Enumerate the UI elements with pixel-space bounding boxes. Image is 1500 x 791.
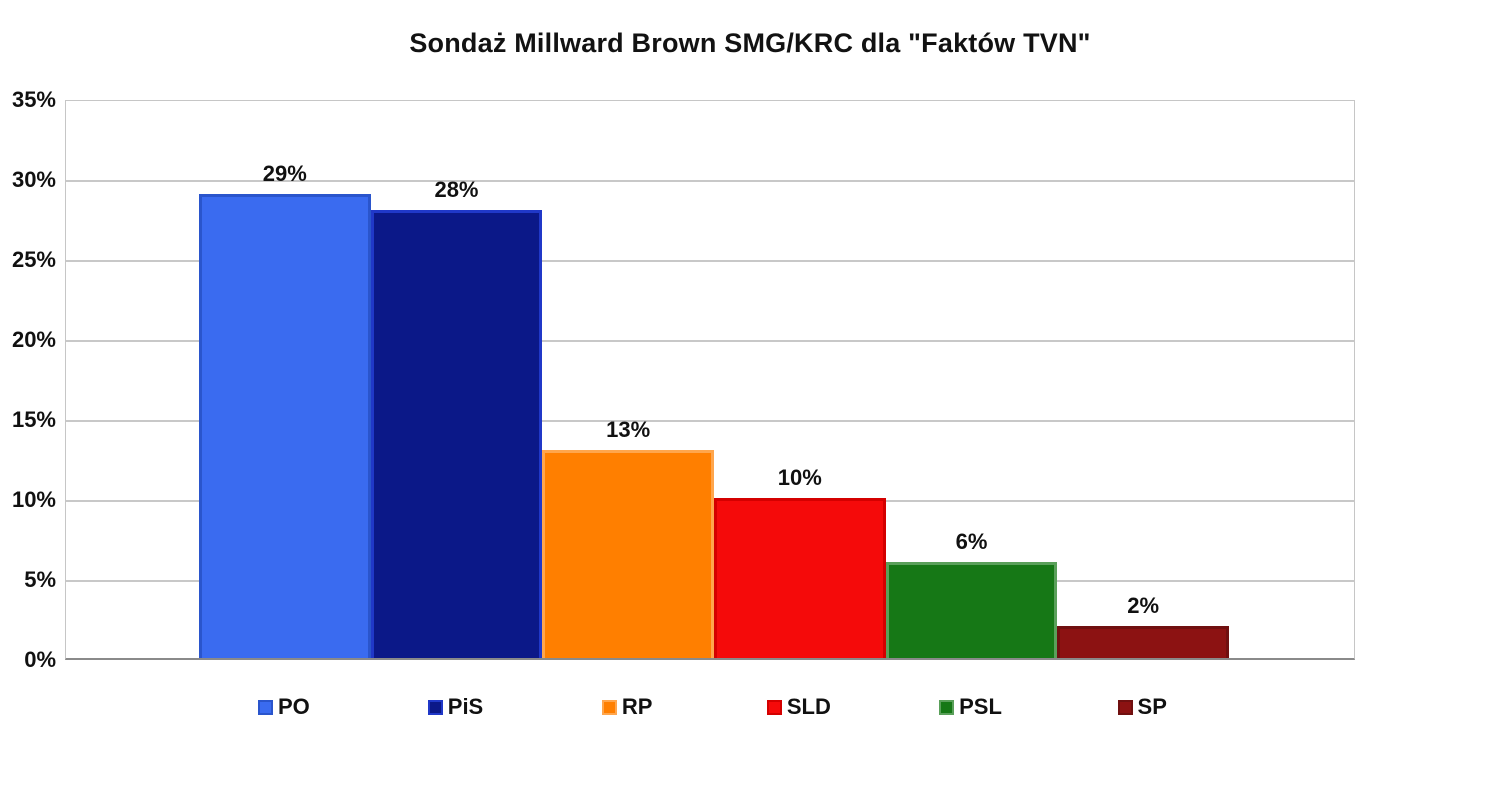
legend-item-psl: PSL [885, 694, 1057, 720]
bar-sld [714, 498, 886, 658]
chart-title: Sondaż Millward Brown SMG/KRC dla "Faktó… [409, 28, 1091, 58]
legend-label: SP [1137, 694, 1167, 719]
bar-po [199, 194, 371, 658]
y-tick-label: 10% [11, 487, 56, 512]
legend-marker [766, 699, 782, 715]
y-tick-label: 35% [11, 87, 56, 112]
gridline [66, 340, 1354, 342]
legend-label: PiS [447, 694, 484, 719]
legend-marker [257, 699, 273, 715]
y-tick-label: 30% [11, 167, 56, 192]
gridline [66, 180, 1354, 182]
legend-item-sld: SLD [713, 694, 885, 720]
legend-label: PO [277, 694, 310, 719]
bar-rp [542, 450, 714, 658]
legend-marker [939, 699, 955, 715]
y-tick-label: 20% [11, 327, 56, 352]
plot-area: 29% 28% 13% 10% 6% 2% [65, 100, 1355, 660]
y-tick-label: 0% [24, 647, 56, 672]
gridline [66, 260, 1354, 262]
bar-value-label: 10% [777, 465, 822, 490]
legend-item-rp: RP [541, 694, 713, 720]
bar-value-label: 29% [262, 161, 307, 186]
y-tick-label: 15% [11, 407, 56, 432]
bar-value-label: 13% [606, 417, 651, 442]
legend-item-pis: PiS [370, 694, 542, 720]
y-tick-label: 25% [11, 247, 56, 272]
bar-value-label: 6% [955, 529, 988, 554]
legend-item-sp: SP [1056, 694, 1228, 720]
gridline [66, 420, 1354, 422]
bar-value-label: 2% [1127, 593, 1160, 618]
bar-sp [1057, 626, 1229, 658]
legend-item-po: PO [198, 694, 370, 720]
legend-marker [601, 699, 617, 715]
bar-psl [885, 562, 1058, 658]
legend: PO PiS RP SLD PSL SP [198, 692, 1228, 722]
bar-pis [370, 210, 543, 658]
legend-label: SLD [786, 694, 831, 719]
legend-marker [427, 699, 443, 715]
y-tick-label: 5% [24, 567, 56, 592]
legend-marker [1117, 699, 1133, 715]
legend-label: RP [621, 694, 653, 719]
bar-value-label: 28% [434, 177, 479, 202]
legend-label: PSL [959, 694, 1002, 719]
